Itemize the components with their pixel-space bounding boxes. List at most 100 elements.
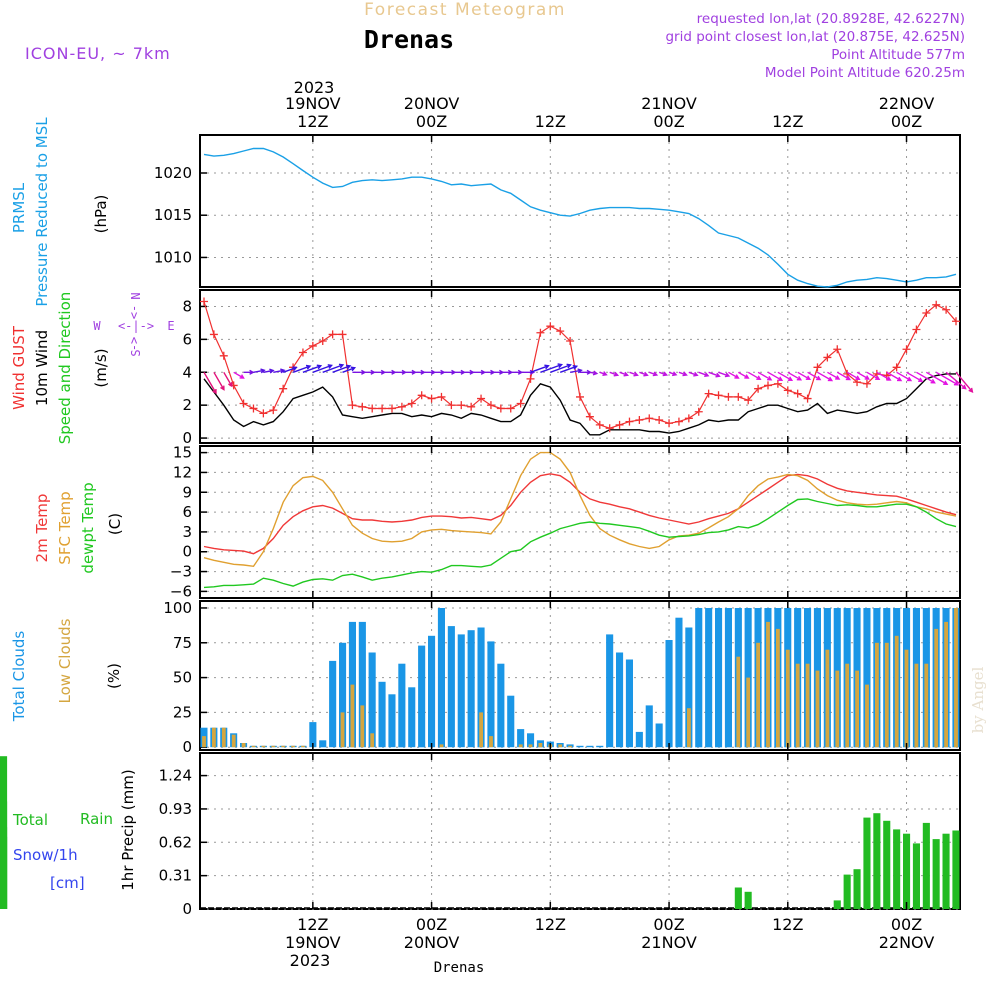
total-cloud-bar <box>309 722 317 748</box>
low-cloud-bar <box>855 670 859 748</box>
low-cloud-bar <box>805 663 810 748</box>
total-cloud-bar <box>348 621 356 748</box>
gust-marker <box>655 415 664 424</box>
bottom-hour-label: 12Z <box>772 915 803 934</box>
gust-marker <box>595 420 604 429</box>
panel-4: 0 25 50 75 100 <box>163 599 961 756</box>
low-cloud-bar <box>924 663 929 748</box>
top-date-label: 21NOV <box>641 94 697 113</box>
wind-arrow <box>668 371 678 377</box>
gust-marker <box>635 415 644 424</box>
precip-rain-label: Rain <box>80 810 113 828</box>
y-tick-label: 4 <box>182 363 192 381</box>
wind-arrow <box>550 363 572 373</box>
gust-marker <box>764 381 772 390</box>
gust-marker <box>298 348 307 357</box>
gust-marker <box>516 399 525 408</box>
gust-marker <box>744 396 753 405</box>
wind-arrow <box>925 371 949 386</box>
low-cloud-bar <box>934 628 939 748</box>
gust-marker <box>734 392 743 401</box>
total-cloud-bar <box>625 659 633 748</box>
low-cloud-bar <box>756 642 760 748</box>
wind-arrow <box>757 371 773 381</box>
bottom-year-label: 2023 <box>290 951 331 970</box>
low-cloud-bar <box>845 663 850 748</box>
gust-marker <box>348 401 357 410</box>
wind-arrow <box>906 371 924 383</box>
gust-marker <box>674 417 683 426</box>
gust-marker <box>209 330 218 339</box>
pressure-unit: (hPa) <box>92 195 110 234</box>
gust-marker <box>338 330 347 339</box>
bottom-hour-label: 00Z <box>653 915 684 934</box>
low-cloud-bar <box>202 736 206 748</box>
precip-labels: Total Rain Snow/1h [cm] 1hr Precip (mm) <box>12 769 137 892</box>
wind-arrow <box>728 371 740 379</box>
temp-sfc-label: SFC Temp <box>56 491 74 564</box>
requested-coords: requested lon,lat (20.8928E, 42.6227N) <box>697 11 965 27</box>
low-cloud-bar <box>884 642 889 748</box>
low-cloud-bar <box>251 745 256 748</box>
gust-marker <box>823 353 832 362</box>
wind-arrow <box>827 371 841 380</box>
gust-marker <box>269 406 278 415</box>
low-cloud-bar <box>231 734 236 748</box>
svg-text:<-|->: <-|-> <box>118 319 154 333</box>
series-line-prmsl <box>203 147 957 288</box>
total-cloud-bar <box>398 663 406 748</box>
top-date-label: 19NOV <box>285 94 341 113</box>
gust-marker <box>279 384 288 393</box>
low-cloud-bar <box>350 684 355 748</box>
gust-marker <box>308 341 317 350</box>
temp-labels: 2m Temp SFC Temp dewpt Temp (C) <box>33 482 124 573</box>
wind-arrow <box>569 368 583 374</box>
y-tick-label: 1010 <box>154 248 192 266</box>
total-cloud-bar <box>329 660 337 748</box>
wind-arrow <box>589 370 599 376</box>
low-cloud-bar <box>221 727 226 748</box>
rain-bar <box>863 817 871 909</box>
wind-arrow <box>658 371 669 377</box>
gust-marker <box>447 401 456 410</box>
temp-unit: (C) <box>106 513 124 535</box>
gust-marker <box>793 389 802 398</box>
y-tick-label: 0.62 <box>159 833 192 851</box>
compass-w: W <box>93 319 101 333</box>
gust-marker <box>694 407 703 416</box>
wind-arrow <box>322 363 345 373</box>
gust-marker <box>783 386 792 395</box>
top-hour-label: 12Z <box>772 112 803 131</box>
total-cloud-bar <box>477 627 485 748</box>
gust-marker <box>585 412 594 421</box>
gust-marker <box>239 399 248 408</box>
rain-bar <box>932 839 940 909</box>
wind-arrow <box>233 371 245 379</box>
y-tick-label: 12 <box>173 463 192 481</box>
total-cloud-bar <box>388 694 396 748</box>
wind-arrow <box>629 371 639 377</box>
total-cloud-bar <box>596 745 604 748</box>
wind-arrow <box>876 371 892 381</box>
wind-arrow <box>698 371 710 377</box>
bottom-date-label: 21NOV <box>641 933 697 952</box>
gust-marker <box>902 345 911 354</box>
compass-s: S <box>129 349 143 356</box>
gust-marker <box>526 374 535 383</box>
bottom-hour-label: 12Z <box>535 915 566 934</box>
bottom-hour-label: 00Z <box>416 915 447 934</box>
gust-marker <box>773 379 782 388</box>
top-hour-label: 00Z <box>653 112 684 131</box>
precip-cm-label: [cm] <box>50 874 85 892</box>
rain-bar <box>952 830 960 909</box>
total-cloud-bar <box>685 627 693 748</box>
wind-arrow <box>866 371 881 381</box>
total-cloud-bar <box>705 608 713 748</box>
rain-bar <box>883 820 891 909</box>
total-cloud-bar <box>339 642 347 748</box>
grid-point-coords: grid point closest lon,lat (20.875E, 42.… <box>665 29 965 45</box>
total-cloud-bar <box>576 745 584 748</box>
wind-arrow <box>312 364 333 373</box>
low-cloud-bar <box>518 744 523 748</box>
total-cloud-bar <box>635 731 643 748</box>
